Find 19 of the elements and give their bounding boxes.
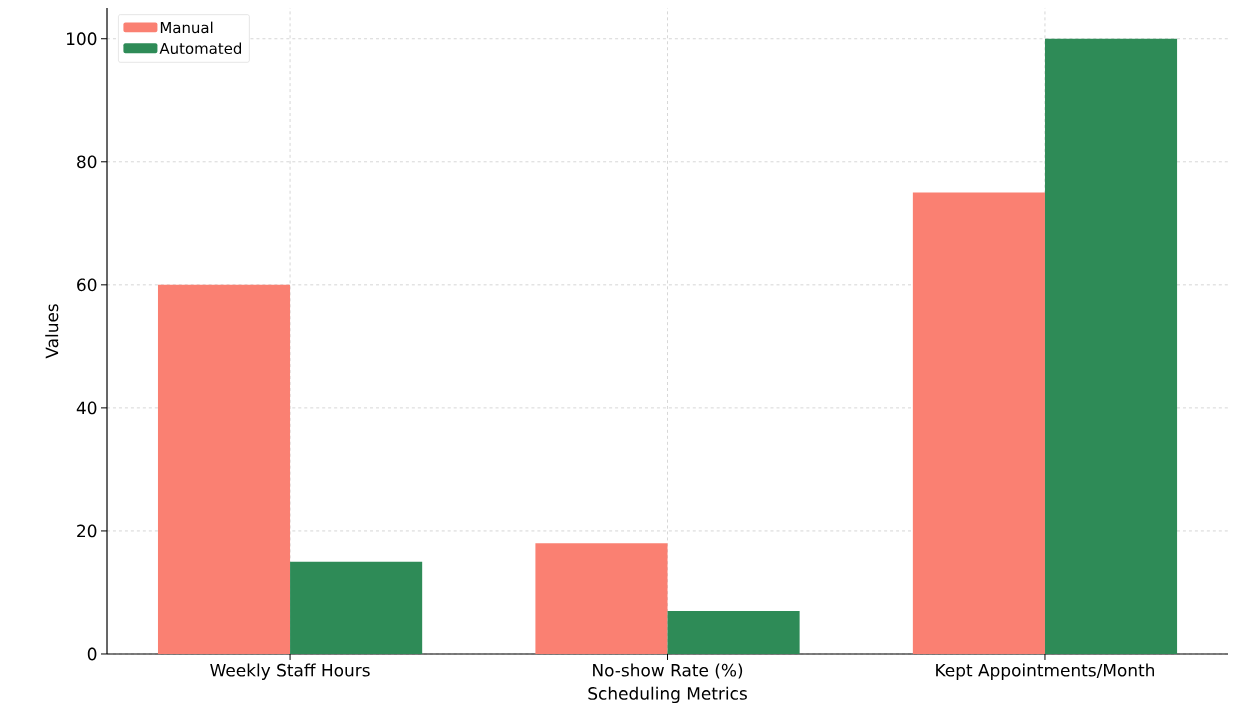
bar (1044, 38, 1178, 654)
legend-label: Manual (160, 21, 213, 34)
y-tick-label: 60 (77, 278, 97, 292)
x-tick-label: No-show Rate (%) (593, 663, 743, 679)
bar (912, 192, 1045, 654)
bar (157, 284, 291, 654)
bar (535, 543, 668, 654)
y-tick-label: 100 (67, 32, 97, 46)
y-tick-label: 0 (87, 647, 97, 661)
x-axis-title: Scheduling Metrics (588, 686, 747, 704)
x-tick-label: Weekly Staff Hours (210, 663, 370, 680)
y-tick-label: 40 (76, 401, 97, 415)
legend-label: Automated (159, 42, 242, 55)
y-tick-label: 80 (77, 155, 97, 169)
bar (290, 561, 423, 654)
y-axis-title: Values (45, 304, 59, 359)
y-tick-label: 20 (77, 524, 97, 538)
x-tick-label: Kept Appointments/Month (936, 663, 1154, 680)
bar (667, 610, 800, 654)
